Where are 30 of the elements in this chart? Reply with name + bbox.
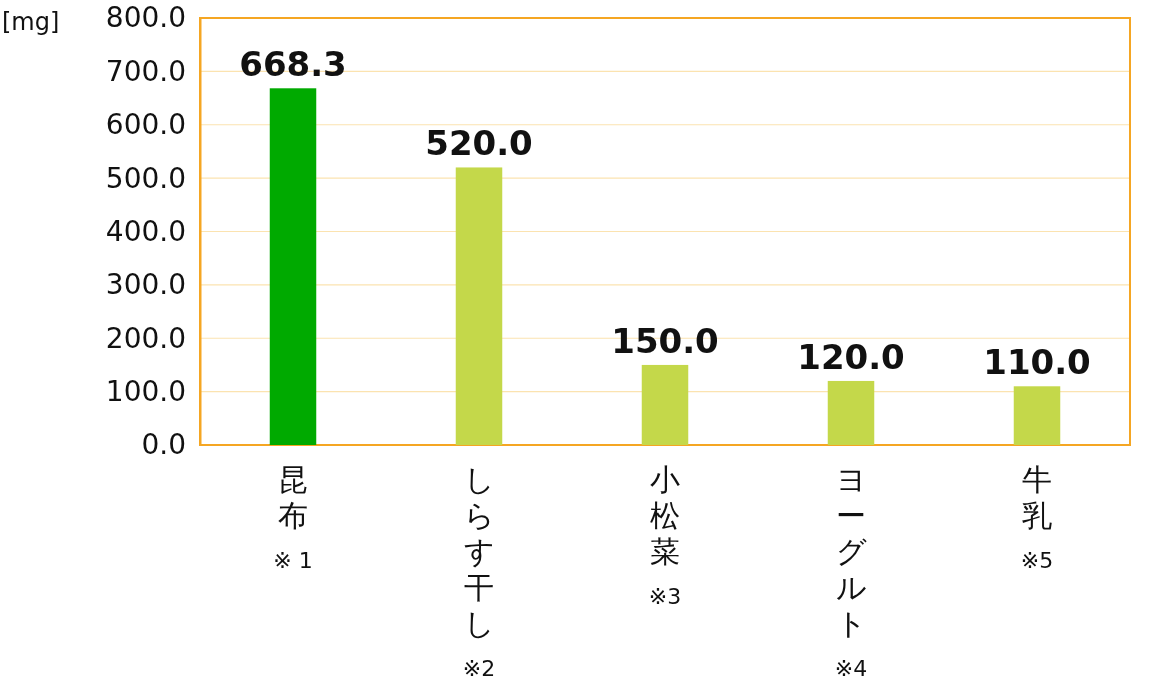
bar (269, 88, 317, 445)
data-label: 520.0 (425, 123, 533, 164)
text: ※2 (462, 656, 496, 681)
data-label: 120.0 (797, 336, 905, 377)
y-tick-label: 200.0 (105, 321, 186, 355)
data-label: 668.3 (239, 44, 347, 85)
x-tick-label: 牛乳 (1022, 462, 1052, 533)
text: ※5 (1020, 548, 1054, 573)
y-tick-label: 300.0 (105, 268, 186, 302)
y-tick-label: 600.0 (105, 108, 186, 142)
text: ※4 (834, 656, 868, 681)
y-tick-label: 0.0 (141, 428, 186, 462)
y-tick-label: 800.0 (105, 1, 186, 35)
bar (827, 380, 875, 445)
text: ※ 1 (273, 548, 313, 573)
y-axis-title: [mg] (2, 8, 60, 36)
bar (1013, 386, 1061, 445)
x-tick-label: 小松菜 (650, 462, 680, 569)
x-tick-label: 昆布 (278, 462, 308, 533)
y-tick-label: 400.0 (105, 214, 186, 248)
bar (641, 364, 689, 445)
bar (455, 167, 503, 445)
y-tick-label: 700.0 (105, 54, 186, 88)
x-tick-label: しらす干し (463, 462, 495, 641)
data-label: 150.0 (611, 320, 719, 361)
text: ※3 (648, 584, 682, 609)
x-tick-label: ヨーグルト (835, 462, 867, 641)
data-label: 110.0 (983, 342, 1091, 383)
y-tick-label: 500.0 (105, 161, 186, 195)
y-tick-label: 100.0 (105, 375, 186, 409)
